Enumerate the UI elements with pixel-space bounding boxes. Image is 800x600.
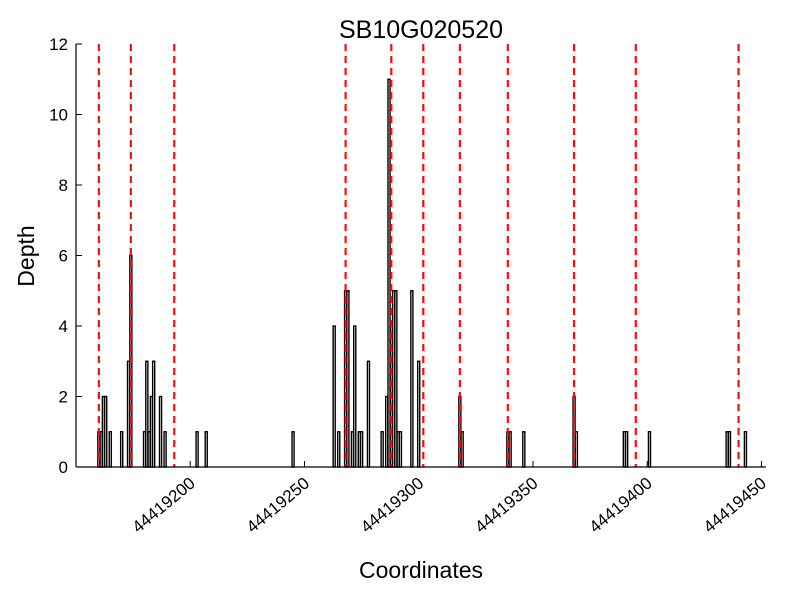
depth-bar xyxy=(410,290,414,468)
x-tick-label: 44419200 xyxy=(129,474,199,537)
y-tick-label: 0 xyxy=(59,458,68,477)
depth-bar xyxy=(398,431,403,468)
depth-bar xyxy=(508,431,512,468)
depth-bar xyxy=(119,431,124,468)
depth-bar xyxy=(624,431,629,468)
depth-bar xyxy=(380,431,384,468)
y-tick-label: 2 xyxy=(59,388,68,407)
y-axis-label: Depth xyxy=(13,225,39,286)
y-tick-label: 6 xyxy=(59,247,68,266)
depth-bar xyxy=(460,431,464,468)
y-tick-label: 4 xyxy=(59,317,68,336)
depth-bar xyxy=(163,431,167,468)
depth-bar xyxy=(291,431,295,468)
y-tick-label: 8 xyxy=(59,176,68,195)
y-axis-ticks: 0 2 4 6 8 10 12 xyxy=(49,35,82,477)
depth-bar xyxy=(337,431,341,468)
x-tick-label: 44419300 xyxy=(357,474,427,537)
depth-bar xyxy=(346,290,350,468)
depth-bar xyxy=(727,431,732,468)
depth-bar xyxy=(359,431,364,468)
depth-bar xyxy=(574,431,579,468)
x-tick-label: 44419400 xyxy=(586,474,656,537)
depth-bar xyxy=(332,325,336,468)
x-tick-label: 44419450 xyxy=(700,474,770,537)
x-tick-label: 44419250 xyxy=(243,474,313,537)
depth-bar xyxy=(195,431,199,468)
depth-bar xyxy=(353,325,357,468)
depth-bar xyxy=(743,431,748,468)
chart-title: SB10G020520 xyxy=(339,16,503,44)
depth-bar xyxy=(151,360,156,468)
depth-bars xyxy=(97,78,748,468)
depth-bar xyxy=(522,431,526,468)
depth-bar xyxy=(204,431,208,468)
y-tick-label: 10 xyxy=(49,106,68,125)
depth-bar xyxy=(108,431,112,468)
depth-bar xyxy=(647,431,652,468)
depth-bar xyxy=(158,395,163,468)
x-axis-ticks: 44419200 44419250 44419300 44419350 44419400… xyxy=(129,461,770,537)
y-tick-label: 12 xyxy=(49,35,68,54)
exon-boundary-lines xyxy=(97,44,740,467)
depth-bar xyxy=(103,395,108,468)
depth-bar xyxy=(366,360,371,468)
x-tick-label: 44419350 xyxy=(471,474,541,537)
depth-bar xyxy=(416,360,421,468)
x-axis-label: Coordinates xyxy=(359,557,483,583)
